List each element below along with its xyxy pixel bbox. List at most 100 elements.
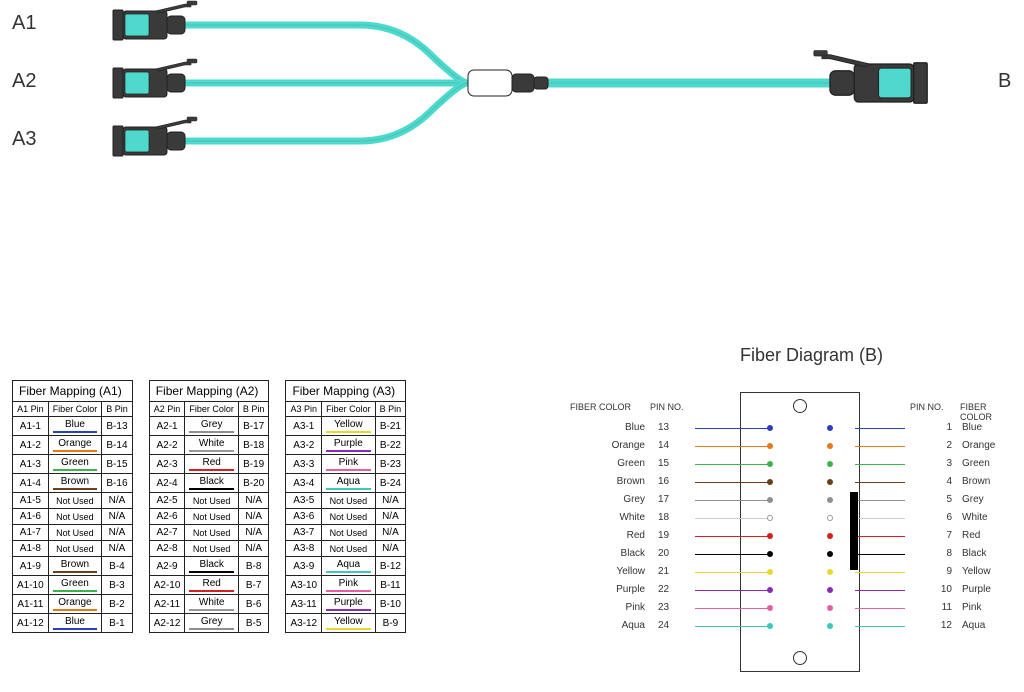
table-row: A1-5Not UsedN/A bbox=[13, 493, 133, 509]
fiber-dot bbox=[767, 605, 773, 611]
pin-cell: A2-7 bbox=[149, 525, 185, 541]
alignment-key bbox=[850, 492, 858, 570]
table-row: A1-10GreenB-3 bbox=[13, 576, 133, 595]
pin-number: 15 bbox=[658, 458, 688, 469]
pin-cell: A2-9 bbox=[149, 557, 185, 576]
fiber-color-cell: Black bbox=[185, 557, 239, 576]
bpin-cell: B-13 bbox=[102, 417, 133, 436]
table-row: A1-7Not UsedN/A bbox=[13, 525, 133, 541]
pin-number: 5 bbox=[922, 494, 952, 505]
mapping-table: Fiber Mapping (A1)A1 PinFiber ColorB Pin… bbox=[12, 380, 133, 633]
fiber-color-cell: Not Used bbox=[185, 493, 239, 509]
pin-cell: A1-9 bbox=[13, 557, 49, 576]
pin-cell: A3-8 bbox=[286, 541, 322, 557]
table-row: A3-10PinkB-11 bbox=[286, 576, 406, 595]
fd-header: FIBER COLOR bbox=[570, 402, 631, 412]
fiber-line bbox=[695, 482, 770, 483]
fiber-color-cell: Pink bbox=[322, 576, 376, 595]
pin-number: 14 bbox=[658, 440, 688, 451]
fiber-color-cell: Green bbox=[48, 455, 102, 474]
fiber-line bbox=[855, 500, 905, 501]
pin-number: 19 bbox=[658, 530, 688, 541]
fiber-line bbox=[695, 554, 770, 555]
bpin-cell: N/A bbox=[102, 493, 133, 509]
table-header: A1 Pin bbox=[13, 402, 49, 417]
bpin-cell: B-3 bbox=[102, 576, 133, 595]
fiber-color-label: Black bbox=[570, 548, 645, 559]
fiber-color-cell: Grey bbox=[185, 614, 239, 633]
fiber-color-cell: Aqua bbox=[322, 557, 376, 576]
fiber-color-label: Black bbox=[962, 548, 986, 559]
pin-number: 7 bbox=[922, 530, 952, 541]
table-header: B Pin bbox=[375, 402, 406, 417]
bpin-cell: N/A bbox=[375, 541, 406, 557]
table-title: Fiber Mapping (A3) bbox=[286, 381, 406, 402]
pin-number: 22 bbox=[658, 584, 688, 595]
fiber-color-label: Brown bbox=[570, 476, 645, 487]
table-row: A3-6Not UsedN/A bbox=[286, 509, 406, 525]
pin-number: 9 bbox=[922, 566, 952, 577]
bpin-cell: B-5 bbox=[238, 614, 269, 633]
pin-number: 23 bbox=[658, 602, 688, 613]
table-row: A2-6Not UsedN/A bbox=[149, 509, 269, 525]
pin-cell: A3-7 bbox=[286, 525, 322, 541]
bpin-cell: B-10 bbox=[375, 595, 406, 614]
fiber-dot bbox=[767, 425, 773, 431]
fiber-dot bbox=[767, 479, 773, 485]
pin-number: 3 bbox=[922, 458, 952, 469]
table-row: A3-2PurpleB-22 bbox=[286, 436, 406, 455]
pin-cell: A1-10 bbox=[13, 576, 49, 595]
table-row: A2-11WhiteB-6 bbox=[149, 595, 269, 614]
pin-number: 8 bbox=[922, 548, 952, 559]
bpin-cell: N/A bbox=[375, 493, 406, 509]
fiber-color-cell: Red bbox=[185, 576, 239, 595]
pin-cell: A2-12 bbox=[149, 614, 185, 633]
bpin-cell: B-4 bbox=[102, 557, 133, 576]
mapping-tables: Fiber Mapping (A1)A1 PinFiber ColorB Pin… bbox=[12, 380, 406, 633]
fd-header: PIN NO. bbox=[650, 402, 684, 412]
table-row: A1-12BlueB-1 bbox=[13, 614, 133, 633]
fiber-color-label: Purple bbox=[570, 584, 645, 595]
bpin-cell: N/A bbox=[238, 541, 269, 557]
fiber-color-label: Yellow bbox=[962, 566, 991, 577]
fiber-color-cell: Orange bbox=[48, 595, 102, 614]
fiber-line bbox=[695, 500, 770, 501]
table-row: A2-5Not UsedN/A bbox=[149, 493, 269, 509]
table-row: A3-9AquaB-12 bbox=[286, 557, 406, 576]
bpin-cell: B-7 bbox=[238, 576, 269, 595]
fiber-color-label: Green bbox=[570, 458, 645, 469]
pin-cell: A1-3 bbox=[13, 455, 49, 474]
fiber-color-cell: Brown bbox=[48, 557, 102, 576]
table-header: B Pin bbox=[102, 402, 133, 417]
table-row: A2-9BlackB-8 bbox=[149, 557, 269, 576]
fiber-color-cell: Not Used bbox=[185, 541, 239, 557]
table-row: A3-12YellowB-9 bbox=[286, 614, 406, 633]
fiber-line bbox=[855, 572, 905, 573]
fiber-dot bbox=[827, 461, 833, 467]
table-header: Fiber Color bbox=[48, 402, 102, 417]
fiber-color-label: Yellow bbox=[570, 566, 645, 577]
pin-cell: A1-5 bbox=[13, 493, 49, 509]
fiber-color-cell: Yellow bbox=[322, 417, 376, 436]
pin-number: 6 bbox=[922, 512, 952, 523]
fiber-color-cell: Blue bbox=[48, 417, 102, 436]
fiber-dot bbox=[827, 587, 833, 593]
pin-cell: A1-8 bbox=[13, 541, 49, 557]
fiber-color-label: White bbox=[570, 512, 645, 523]
pin-cell: A2-1 bbox=[149, 417, 185, 436]
pin-cell: A3-4 bbox=[286, 474, 322, 493]
bpin-cell: B-6 bbox=[238, 595, 269, 614]
fiber-color-cell: Brown bbox=[48, 474, 102, 493]
bpin-cell: B-9 bbox=[375, 614, 406, 633]
cable-diagram bbox=[0, 0, 1024, 340]
pin-cell: A1-11 bbox=[13, 595, 49, 614]
bpin-cell: B-18 bbox=[238, 436, 269, 455]
pin-cell: A3-2 bbox=[286, 436, 322, 455]
pin-number: 21 bbox=[658, 566, 688, 577]
table-title: Fiber Mapping (A1) bbox=[13, 381, 133, 402]
fiber-line bbox=[855, 536, 905, 537]
bpin-cell: B-24 bbox=[375, 474, 406, 493]
fiber-color-cell: Not Used bbox=[48, 541, 102, 557]
pin-cell: A1-4 bbox=[13, 474, 49, 493]
bpin-cell: B-21 bbox=[375, 417, 406, 436]
